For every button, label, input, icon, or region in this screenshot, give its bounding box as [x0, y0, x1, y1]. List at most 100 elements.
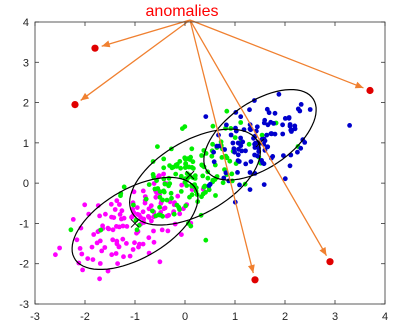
point-magenta: [115, 261, 120, 266]
point-green: [188, 154, 194, 160]
point-green: [146, 182, 152, 188]
point-magenta: [146, 215, 152, 220]
y-tick-label: -1: [19, 218, 29, 230]
point-blue: [295, 149, 300, 155]
point-magenta: [148, 203, 154, 209]
centroid-magenta: [130, 219, 140, 228]
point-blue: [214, 143, 220, 149]
point-blue: [272, 110, 278, 116]
point-blue: [232, 149, 238, 155]
point-blue: [235, 140, 241, 146]
point-green: [136, 222, 142, 228]
point-green: [232, 135, 238, 141]
point-green: [201, 184, 207, 190]
point-blue: [235, 158, 241, 164]
point-green: [161, 156, 167, 162]
x-tick-label: 3: [332, 311, 338, 323]
point-blue: [271, 121, 276, 126]
point-green: [157, 194, 163, 200]
anomaly-arrowhead: [80, 92, 90, 101]
cluster-centroids: [130, 138, 265, 228]
point-magenta: [151, 239, 157, 245]
point-blue: [243, 161, 249, 167]
point-green: [143, 196, 149, 202]
point-magenta: [110, 237, 116, 243]
point-magenta: [157, 173, 162, 179]
point-magenta: [102, 245, 108, 250]
point-magenta: [103, 211, 108, 217]
point-green: [166, 175, 172, 181]
point-magenta: [130, 247, 136, 252]
point-blue: [231, 146, 237, 152]
anomaly-point: [366, 86, 374, 95]
point-magenta: [99, 248, 105, 254]
point-blue: [240, 139, 246, 145]
point-blue: [211, 149, 217, 155]
point-green: [206, 187, 212, 193]
point-green: [161, 165, 167, 171]
point-blue: [270, 154, 276, 159]
point-green: [98, 227, 104, 233]
point-green: [213, 193, 218, 198]
point-blue: [252, 141, 257, 147]
point-magenta: [149, 218, 154, 224]
point-magenta: [57, 245, 62, 251]
point-magenta: [110, 227, 116, 233]
point-blue: [281, 153, 286, 159]
point-green: [199, 153, 205, 158]
point-blue: [247, 126, 253, 132]
point-blue: [228, 132, 234, 138]
ellipse-blue: [203, 89, 317, 181]
point-blue: [302, 140, 308, 145]
point-magenta: [124, 241, 129, 246]
point-magenta: [153, 194, 159, 200]
point-green: [174, 202, 180, 208]
point-magenta: [141, 216, 147, 222]
x-tick-label: -1: [130, 311, 140, 323]
point-blue: [262, 117, 268, 123]
point-green: [182, 165, 188, 171]
point-magenta: [120, 223, 126, 229]
point-magenta: [91, 232, 97, 237]
point-magenta: [120, 236, 126, 242]
point-blue: [222, 147, 228, 152]
point-magenta: [124, 224, 130, 229]
anomaly-arrow: [189, 19, 328, 256]
point-green: [210, 123, 216, 129]
point-blue: [235, 170, 240, 175]
anomaly-arrowhead: [319, 246, 327, 256]
point-blue: [230, 140, 236, 146]
point-blue: [247, 170, 253, 175]
point-blue: [255, 153, 260, 159]
point-magenta: [137, 241, 142, 247]
point-blue: [238, 135, 244, 141]
x-tick-label: 4: [382, 311, 388, 323]
point-blue: [247, 107, 252, 113]
x-tick-label: -2: [80, 311, 90, 323]
point-green: [157, 204, 163, 210]
anomaly-arrowhead: [354, 81, 364, 89]
anomaly-point: [326, 258, 334, 266]
point-magenta: [175, 193, 181, 199]
point-green: [183, 161, 189, 166]
anomaly-point: [71, 101, 79, 109]
point-green: [224, 108, 230, 114]
point-blue: [248, 159, 254, 165]
point-magenta: [127, 253, 133, 259]
point-green: [192, 173, 198, 179]
point-green: [189, 165, 195, 170]
point-blue: [223, 170, 229, 176]
point-magenta: [79, 251, 85, 257]
point-green: [178, 165, 184, 171]
point-magenta: [85, 256, 91, 261]
point-green: [68, 227, 74, 233]
y-tick-label: 4: [23, 17, 29, 29]
y-tick-label: -3: [19, 299, 29, 311]
point-green: [156, 212, 162, 218]
point-green: [210, 141, 216, 147]
point-blue: [287, 123, 293, 129]
y-tick-label: -2: [19, 259, 29, 271]
y-tick-label: 1: [23, 138, 29, 150]
point-blue: [347, 123, 352, 128]
